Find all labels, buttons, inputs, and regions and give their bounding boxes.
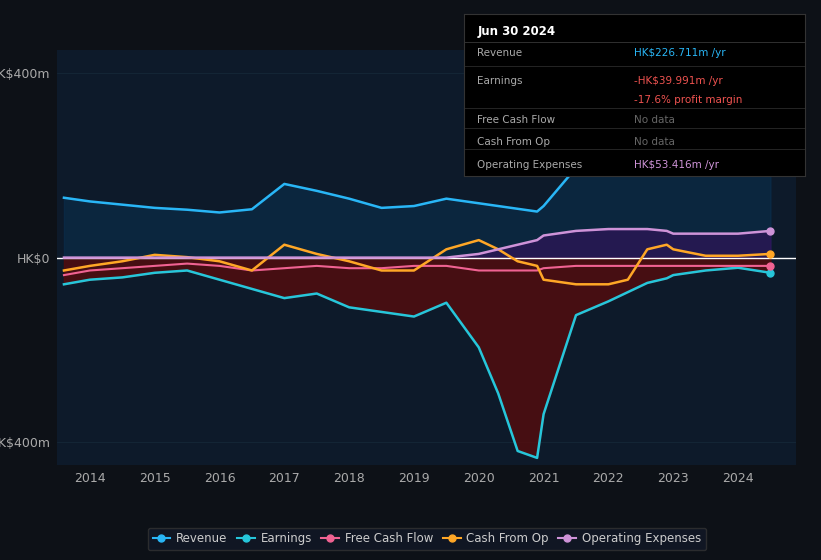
Text: Jun 30 2024: Jun 30 2024 [478, 25, 556, 39]
Text: Free Cash Flow: Free Cash Flow [478, 115, 556, 125]
Text: Revenue: Revenue [478, 48, 523, 58]
Text: -HK$39.991m /yr: -HK$39.991m /yr [635, 76, 723, 86]
Text: Operating Expenses: Operating Expenses [478, 160, 583, 170]
Text: -17.6% profit margin: -17.6% profit margin [635, 95, 743, 105]
Text: No data: No data [635, 115, 675, 125]
Legend: Revenue, Earnings, Free Cash Flow, Cash From Op, Operating Expenses: Revenue, Earnings, Free Cash Flow, Cash … [148, 528, 706, 550]
Text: Earnings: Earnings [478, 76, 523, 86]
Text: No data: No data [635, 137, 675, 147]
Text: HK$53.416m /yr: HK$53.416m /yr [635, 160, 719, 170]
Text: HK$226.711m /yr: HK$226.711m /yr [635, 48, 726, 58]
Text: Cash From Op: Cash From Op [478, 137, 551, 147]
